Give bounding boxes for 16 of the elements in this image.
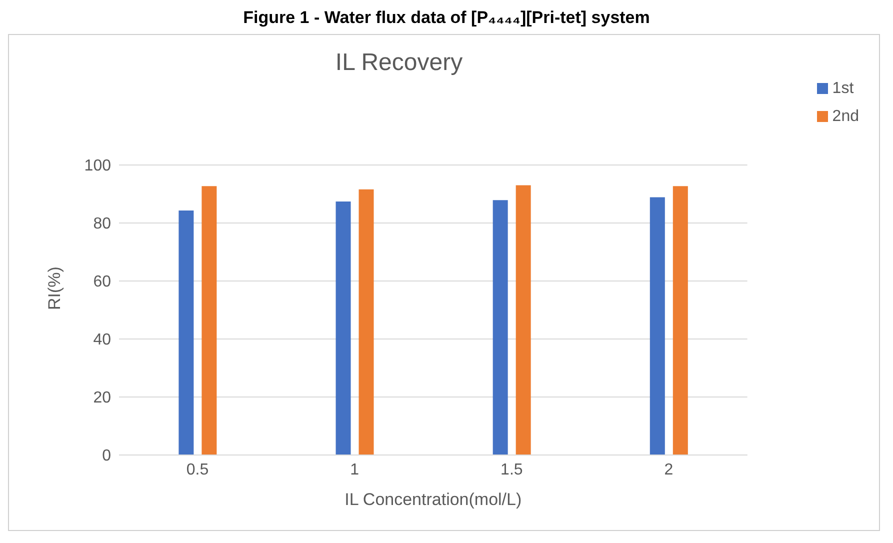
x-tick-label: 2 — [664, 461, 674, 478]
x-tick-label: 0.5 — [186, 461, 209, 478]
caption: Figure 1 - Water flux data of [P₄₄₄₄][Pri-tet] system — [242, 8, 651, 29]
legend-label: 1st — [832, 80, 854, 97]
x-tick-label: 1 — [350, 461, 360, 478]
x-tick-label: 1.5 — [500, 461, 523, 478]
y-tick-label: 100 — [84, 158, 112, 175]
chart-title: IL Recovery — [334, 49, 464, 77]
y-tick-label: 20 — [93, 390, 112, 407]
x-axis-title: IL Concentration(mol/L) — [344, 490, 522, 509]
y-tick-label: 60 — [93, 274, 112, 291]
y-axis-title: RI(%) — [45, 266, 64, 310]
y-tick-label: 0 — [102, 448, 112, 465]
y-tick-label: 80 — [93, 216, 112, 233]
y-tick-label: 40 — [93, 332, 112, 349]
legend-label: 2nd — [832, 108, 859, 125]
